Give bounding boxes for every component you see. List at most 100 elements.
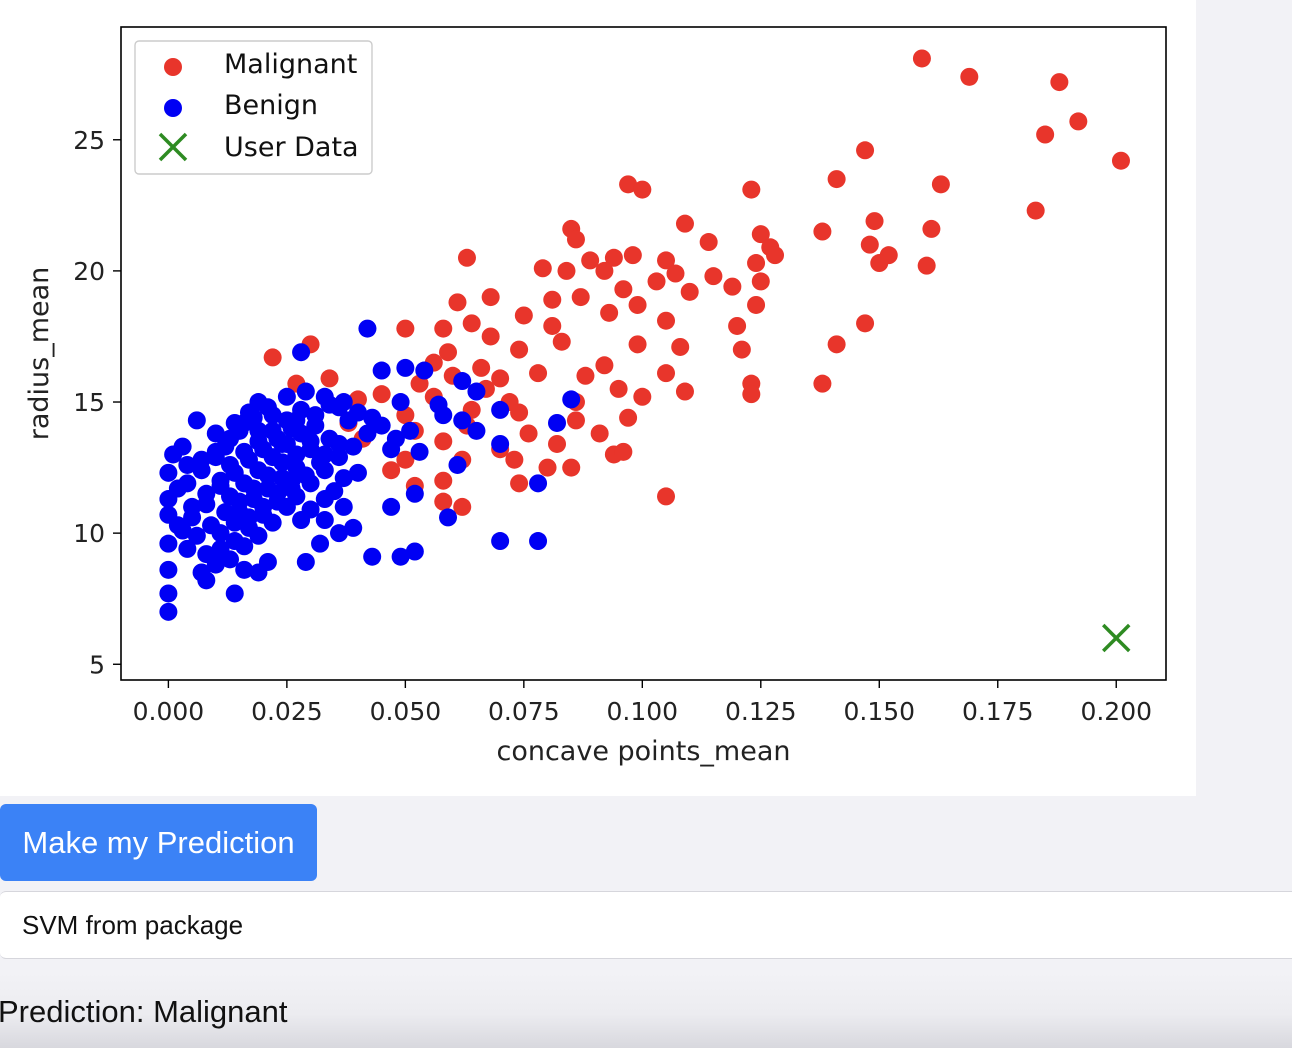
benign-point <box>363 408 382 427</box>
malignant-point <box>657 487 676 506</box>
malignant-point <box>742 180 761 199</box>
malignant-point <box>1050 73 1069 92</box>
malignant-point <box>595 356 614 375</box>
plot-frame <box>120 26 1167 681</box>
malignant-point <box>396 450 415 469</box>
benign-point <box>391 393 410 412</box>
benign-point <box>491 400 510 419</box>
malignant-point <box>481 288 500 307</box>
malignant-point <box>434 319 453 338</box>
benign-point <box>287 487 306 506</box>
benign-point <box>453 372 472 391</box>
malignant-point <box>666 264 685 283</box>
malignant-point <box>628 295 647 314</box>
malignant-point <box>619 175 638 194</box>
malignant-point <box>657 311 676 330</box>
y-tick-label: 15 <box>73 388 105 417</box>
malignant-point <box>699 233 718 252</box>
benign-point <box>254 497 273 516</box>
x-tick-label: 0.000 <box>133 697 205 726</box>
benign-point <box>529 532 548 551</box>
benign-point <box>159 584 178 603</box>
benign-point <box>159 463 178 482</box>
malignant-point <box>633 180 652 199</box>
malignant-point <box>657 364 676 383</box>
benign-point <box>315 445 334 464</box>
legend-marker-dot <box>164 99 182 117</box>
benign-point <box>159 534 178 553</box>
malignant-point <box>472 358 491 377</box>
benign-point <box>415 361 434 380</box>
benign-point <box>334 497 353 516</box>
benign-point <box>225 513 244 532</box>
y-tick-label: 25 <box>73 126 105 155</box>
benign-point <box>225 463 244 482</box>
malignant-point <box>912 49 931 68</box>
benign-point <box>268 429 287 448</box>
legend-box <box>134 40 373 175</box>
malignant-point <box>533 259 552 278</box>
model-selector[interactable]: SVM from package <box>0 891 1292 959</box>
malignant-point <box>917 256 936 275</box>
malignant-point <box>747 295 766 314</box>
malignant-point <box>543 290 562 309</box>
benign-point <box>211 476 230 495</box>
benign-point <box>296 382 315 401</box>
benign-point <box>330 524 349 543</box>
x-tick-label: 0.025 <box>251 697 323 726</box>
benign-point <box>187 411 206 430</box>
benign-point <box>254 440 273 459</box>
malignant-point <box>514 306 533 325</box>
malignant-point <box>931 175 950 194</box>
benign-point <box>197 495 216 514</box>
benign-point <box>491 434 510 453</box>
y-axis-label: radius_mean <box>24 267 55 441</box>
benign-point <box>348 463 367 482</box>
benign-point <box>391 547 410 566</box>
malignant-point <box>590 424 609 443</box>
y-tick-label: 10 <box>73 519 105 548</box>
benign-point <box>249 526 268 545</box>
benign-point <box>334 469 353 488</box>
malignant-point <box>657 251 676 270</box>
malignant-point <box>704 267 723 286</box>
legend-marker-x <box>158 132 188 162</box>
malignant-point <box>742 385 761 404</box>
malignant-point <box>519 424 538 443</box>
malignant-point <box>747 254 766 273</box>
malignant-point <box>462 314 481 333</box>
benign-point <box>330 434 349 453</box>
malignant-point <box>675 382 694 401</box>
benign-point <box>159 560 178 579</box>
malignant-point <box>439 343 458 362</box>
malignant-point <box>960 67 979 86</box>
benign-point <box>467 421 486 440</box>
benign-point <box>159 602 178 621</box>
malignant-point <box>453 497 472 516</box>
benign-point <box>358 424 377 443</box>
legend-entry-label: Benign <box>224 90 318 121</box>
benign-point <box>192 563 211 582</box>
make-prediction-button[interactable]: Make my Prediction <box>0 804 317 881</box>
x-axis-label: concave points_mean <box>496 736 790 767</box>
benign-point <box>187 526 206 545</box>
benign-point <box>178 455 197 474</box>
malignant-point <box>675 214 694 233</box>
malignant-point <box>576 366 595 385</box>
benign-point <box>467 382 486 401</box>
benign-point <box>263 513 282 532</box>
benign-point <box>249 421 268 440</box>
benign-point <box>173 437 192 456</box>
benign-point <box>178 474 197 493</box>
malignant-point <box>566 230 585 249</box>
benign-point <box>401 421 420 440</box>
data-points <box>159 49 1131 653</box>
malignant-point <box>1026 201 1045 220</box>
model-option-label: SVM from package <box>22 909 244 940</box>
malignant-point <box>633 387 652 406</box>
malignant-point <box>766 246 785 265</box>
scatter-plot: 0.000 0.025 0.050 0.075 0.100 0.125 0.150 0.175… <box>24 26 1167 767</box>
malignant-point <box>865 212 884 231</box>
y-tick-label: 20 <box>73 257 105 286</box>
benign-point <box>168 516 187 535</box>
